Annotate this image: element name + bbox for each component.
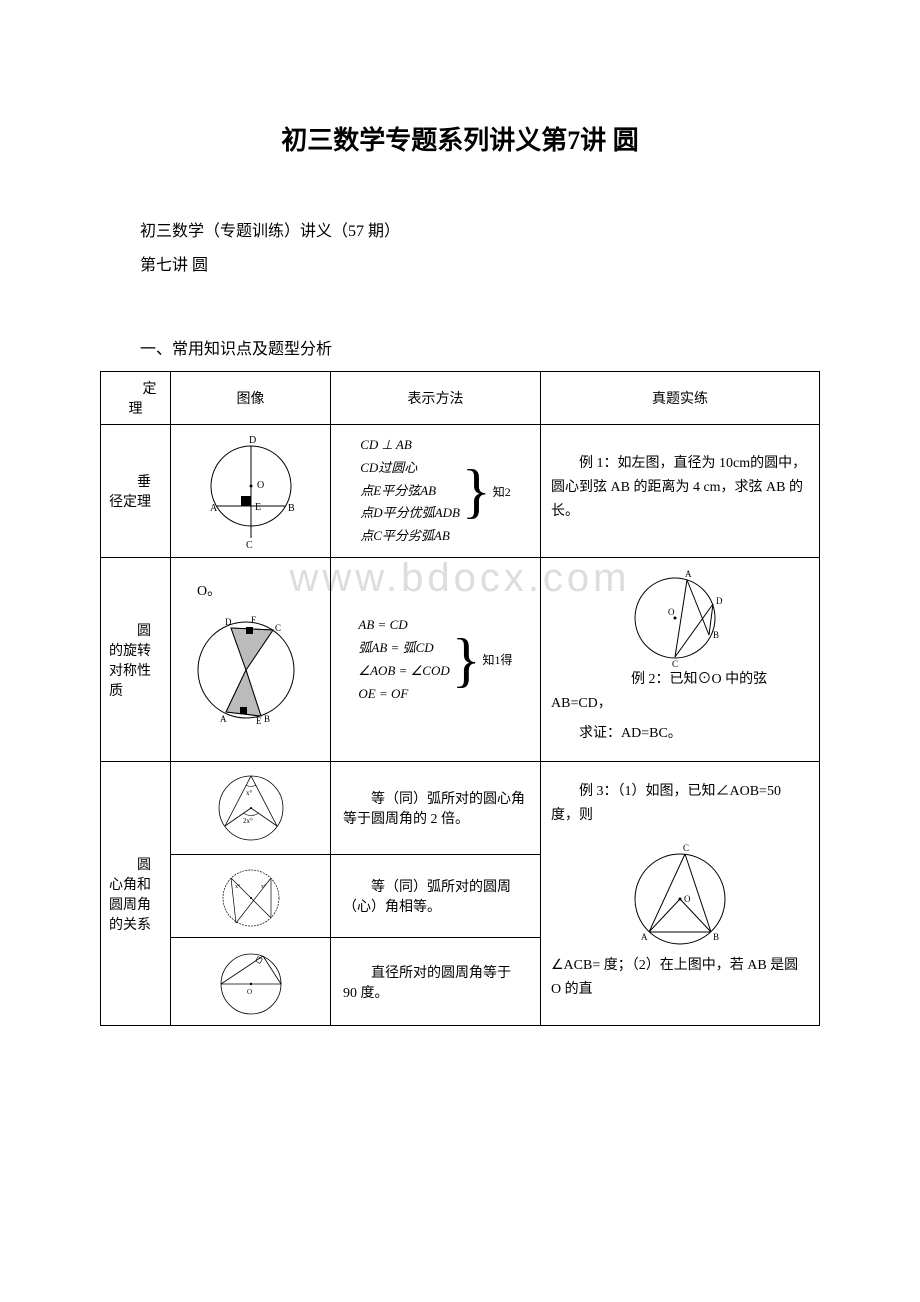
- r1-method: CD ⊥ AB CD过圆心 点E平分弦AB 点D平分优弧ADB 点C平分劣弧AB…: [331, 425, 541, 558]
- svg-text:C: C: [246, 540, 253, 551]
- svg-text:D: D: [249, 435, 256, 446]
- row-perpendicular: 垂径定理 D O E A B C: [101, 425, 820, 558]
- r2-practice: O A D B C 例 2：已知⊙O 中的弦 AB=CD， 求证：AD=BC。: [541, 558, 820, 762]
- svg-text:C: C: [275, 623, 281, 633]
- r2-practice-text1: 例 2：已知⊙O 中的弦 AB=CD，: [551, 668, 809, 716]
- r1-line4: 点C平分劣弧AB: [360, 527, 460, 546]
- svg-text:x°: x°: [261, 883, 267, 890]
- r3-practice: 例 3：（1）如图，已知∠AOB=50 度，则 O C A B ∠ACB= 度；…: [541, 762, 820, 1026]
- svg-text:O: O: [257, 480, 264, 491]
- r3-image-1: x° 2x°: [171, 762, 331, 855]
- r2-line0: AB = CD: [358, 616, 449, 635]
- r1-practice: 例 1：如左图，直径为 10cm的圆中，圆心到弦 AB 的距离为 4 cm，求弦…: [541, 425, 820, 558]
- r3-image-3: O: [171, 938, 331, 1026]
- svg-text:D: D: [225, 617, 232, 627]
- r3-practice-text1: 例 3：（1）如图，已知∠AOB=50 度，则: [551, 780, 809, 828]
- r2-extra-label: O。: [179, 580, 322, 600]
- r1-line2: 点E平分弦AB: [360, 482, 460, 501]
- central-angle-diagram-icon: x° 2x°: [201, 768, 301, 848]
- svg-text:D: D: [716, 596, 723, 606]
- r2-line3: OE = OF: [358, 685, 449, 704]
- header-practice: 真题实练: [541, 372, 820, 425]
- r2-practice-text2: 求证：AD=BC。: [551, 722, 809, 746]
- svg-text:F: F: [251, 615, 256, 625]
- svg-text:A: A: [210, 503, 218, 514]
- subtitle-1: 初三数学（专题训练）讲义（57 期）: [140, 217, 820, 241]
- svg-text:A: A: [685, 569, 692, 579]
- brace-icon: }: [460, 464, 493, 518]
- section-heading: 一、常用知识点及题型分析: [140, 335, 820, 359]
- r2-brace-note: 知1得: [483, 651, 513, 668]
- svg-text:B: B: [713, 630, 719, 640]
- r1-line1: CD过圆心: [360, 459, 460, 478]
- inscribed-angle-diagram-icon: x° x°: [201, 861, 301, 931]
- r3-image-2: x° x°: [171, 855, 331, 938]
- r3-theorem: 圆心角和圆周角的关系: [101, 762, 171, 1026]
- svg-text:B: B: [288, 503, 295, 514]
- r2-image: O。 D F C A E: [171, 558, 331, 762]
- svg-text:B: B: [713, 932, 719, 942]
- svg-text:B: B: [264, 714, 270, 724]
- row-rotation: 圆的旋转对称性质 O。 D F C: [101, 558, 820, 762]
- r1-theorem: 垂径定理: [101, 425, 171, 558]
- brace-icon-2: }: [450, 633, 483, 687]
- subtitle-2: 第七讲 圆: [140, 251, 820, 275]
- svg-text:O: O: [247, 988, 252, 996]
- diameter-angle-diagram-icon: O: [201, 944, 301, 1019]
- header-row: 定理 图像 表示方法 真题实练: [101, 372, 820, 425]
- example2-diagram-icon: O A D B C: [620, 568, 740, 668]
- svg-text:O: O: [684, 894, 691, 904]
- row-angle-1: 圆心角和圆周角的关系 x° 2x° 等（同）弧所对的圆心角等于圆周角的 2 倍。: [101, 762, 820, 855]
- r1-line0: CD ⊥ AB: [360, 436, 460, 455]
- r3-method-1: 等（同）弧所对的圆心角等于圆周角的 2 倍。: [331, 762, 541, 855]
- svg-text:E: E: [255, 502, 261, 513]
- header-method: 表示方法: [331, 372, 541, 425]
- header-image: 图像: [171, 372, 331, 425]
- r3-method-3: 直径所对的圆周角等于 90 度。: [331, 938, 541, 1026]
- svg-text:x°: x°: [246, 789, 253, 797]
- svg-text:C: C: [672, 659, 678, 668]
- rotation-diagram-icon: D F C A E B: [191, 600, 311, 740]
- example3-diagram-icon: O C A B: [615, 834, 745, 954]
- svg-text:C: C: [683, 843, 689, 853]
- r1-practice-text: 例 1：如左图，直径为 10cm的圆中，圆心到弦 AB 的距离为 4 cm，求弦…: [551, 452, 809, 523]
- r3-practice-text2: ∠ACB= 度；（2）在上图中，若 AB 是圆 O 的直: [551, 954, 809, 1002]
- page-title: 初三数学专题系列讲义第7讲 圆: [100, 120, 820, 157]
- r3-method-2: 等（同）弧所对的圆周（心）角相等。: [331, 855, 541, 938]
- content-table: 定理 图像 表示方法 真题实练 垂径定理 D O E A B: [100, 371, 820, 1026]
- r2-line1: 弧AB = 弧CD: [358, 639, 449, 658]
- perpendicular-diagram-icon: D O E A B C: [191, 431, 311, 551]
- header-theorem: 定理: [101, 372, 171, 425]
- r1-brace-note: 知2: [493, 483, 511, 500]
- svg-text:E: E: [256, 716, 262, 726]
- svg-text:x°: x°: [235, 883, 241, 890]
- r2-method: AB = CD 弧AB = 弧CD ∠AOB = ∠COD OE = OF } …: [331, 558, 541, 762]
- r1-line3: 点D平分优弧ADB: [360, 504, 460, 523]
- svg-text:2x°: 2x°: [243, 817, 253, 825]
- r2-line2: ∠AOB = ∠COD: [358, 662, 449, 681]
- svg-text:O: O: [668, 607, 675, 617]
- r2-theorem: 圆的旋转对称性质: [101, 558, 171, 762]
- r1-image: D O E A B C: [171, 425, 331, 558]
- svg-text:A: A: [220, 714, 227, 724]
- svg-text:A: A: [641, 932, 648, 942]
